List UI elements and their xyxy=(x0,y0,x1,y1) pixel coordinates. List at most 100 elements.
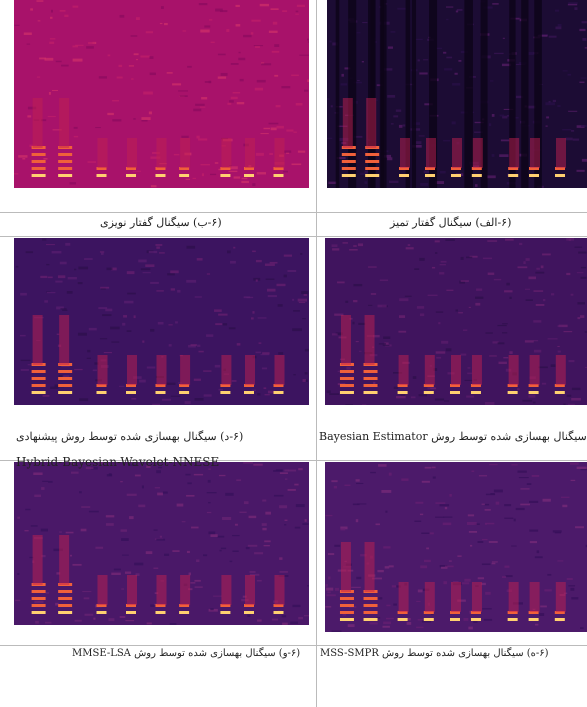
noise-speckle xyxy=(445,566,454,568)
energy-column xyxy=(275,138,285,168)
noise-speckle xyxy=(332,244,338,247)
noise-speckle xyxy=(125,572,131,574)
noise-speckle xyxy=(51,10,53,13)
noise-speckle xyxy=(111,341,119,342)
noise-speckle xyxy=(264,540,270,542)
noise-speckle xyxy=(146,551,153,554)
harmonic-band xyxy=(274,174,284,177)
noise-speckle xyxy=(430,388,436,389)
noise-speckle xyxy=(440,264,446,265)
noise-speckle xyxy=(523,261,525,264)
noise-speckle xyxy=(492,154,495,157)
noise-speckle xyxy=(331,480,337,482)
noise-speckle xyxy=(383,336,390,339)
noise-speckle xyxy=(158,322,164,325)
harmonic-band xyxy=(58,174,72,177)
noise-speckle xyxy=(418,590,423,593)
noise-speckle xyxy=(439,272,444,274)
noise-speckle xyxy=(93,369,97,371)
noise-speckle xyxy=(208,532,215,535)
noise-speckle xyxy=(160,536,162,538)
noise-speckle xyxy=(489,123,491,126)
noise-speckle xyxy=(393,115,398,117)
noise-speckle xyxy=(21,360,31,361)
noise-speckle xyxy=(221,73,228,76)
noise-speckle xyxy=(40,276,47,278)
noise-speckle xyxy=(504,518,513,519)
noise-speckle xyxy=(172,550,179,552)
noise-speckle xyxy=(558,24,562,27)
noise-speckle xyxy=(331,105,333,107)
noise-speckle xyxy=(470,545,472,547)
noise-speckle xyxy=(357,32,361,33)
noise-speckle xyxy=(57,334,60,335)
noise-speckle xyxy=(578,252,586,254)
noise-speckle xyxy=(225,493,233,496)
noise-speckle xyxy=(168,324,172,325)
noise-speckle xyxy=(494,53,504,54)
noise-speckle xyxy=(334,545,340,547)
noise-speckle xyxy=(190,582,195,583)
noise-speckle xyxy=(196,136,199,139)
noise-speckle xyxy=(383,622,391,625)
noise-speckle xyxy=(74,127,78,129)
noise-speckle xyxy=(199,3,207,5)
energy-column xyxy=(180,355,190,385)
noise-speckle xyxy=(408,244,411,246)
noise-speckle xyxy=(551,364,556,367)
noise-speckle xyxy=(382,626,389,628)
noise-speckle xyxy=(386,605,390,607)
noise-speckle xyxy=(274,75,278,77)
energy-column xyxy=(33,535,43,585)
noise-speckle xyxy=(30,8,33,10)
noise-speckle xyxy=(93,618,95,620)
noise-speckle xyxy=(435,398,444,400)
energy-column xyxy=(98,355,108,385)
noise-speckle xyxy=(456,11,458,13)
harmonic-band xyxy=(58,604,72,607)
energy-column xyxy=(556,582,566,612)
noise-speckle xyxy=(198,138,207,140)
noise-speckle xyxy=(303,379,306,382)
noise-speckle xyxy=(327,98,329,100)
noise-speckle xyxy=(299,302,305,303)
noise-speckle xyxy=(206,334,213,337)
noise-speckle xyxy=(468,367,471,368)
harmonic-band xyxy=(365,167,379,170)
silence-gap xyxy=(336,0,340,188)
noise-speckle xyxy=(174,154,179,155)
noise-speckle xyxy=(288,489,296,491)
noise-speckle xyxy=(565,138,572,141)
noise-speckle xyxy=(517,388,520,390)
noise-speckle xyxy=(292,299,294,301)
noise-speckle xyxy=(197,345,200,347)
noise-speckle xyxy=(385,511,387,513)
harmonic-band xyxy=(340,377,354,380)
noise-speckle xyxy=(332,631,342,632)
noise-speckle xyxy=(257,80,266,83)
noise-speckle xyxy=(237,102,244,104)
noise-speckle xyxy=(274,495,284,497)
noise-speckle xyxy=(239,512,246,513)
noise-speckle xyxy=(475,184,478,187)
noise-speckle xyxy=(254,45,263,46)
noise-speckle xyxy=(167,72,173,73)
silence-gap xyxy=(348,0,356,188)
noise-speckle xyxy=(426,548,429,550)
noise-speckle xyxy=(119,386,124,387)
noise-speckle xyxy=(232,551,238,552)
noise-speckle xyxy=(67,291,73,294)
noise-speckle xyxy=(147,367,156,369)
noise-speckle xyxy=(284,469,289,471)
harmonic-band xyxy=(179,174,189,177)
noise-speckle xyxy=(229,100,234,103)
noise-speckle xyxy=(157,493,163,496)
noise-speckle xyxy=(161,6,164,9)
noise-speckle xyxy=(356,479,360,481)
harmonic-band xyxy=(365,174,379,177)
noise-speckle xyxy=(502,332,507,333)
noise-speckle xyxy=(300,253,302,255)
harmonic-band xyxy=(529,174,539,177)
noise-speckle xyxy=(108,55,111,57)
noise-speckle xyxy=(277,126,284,129)
